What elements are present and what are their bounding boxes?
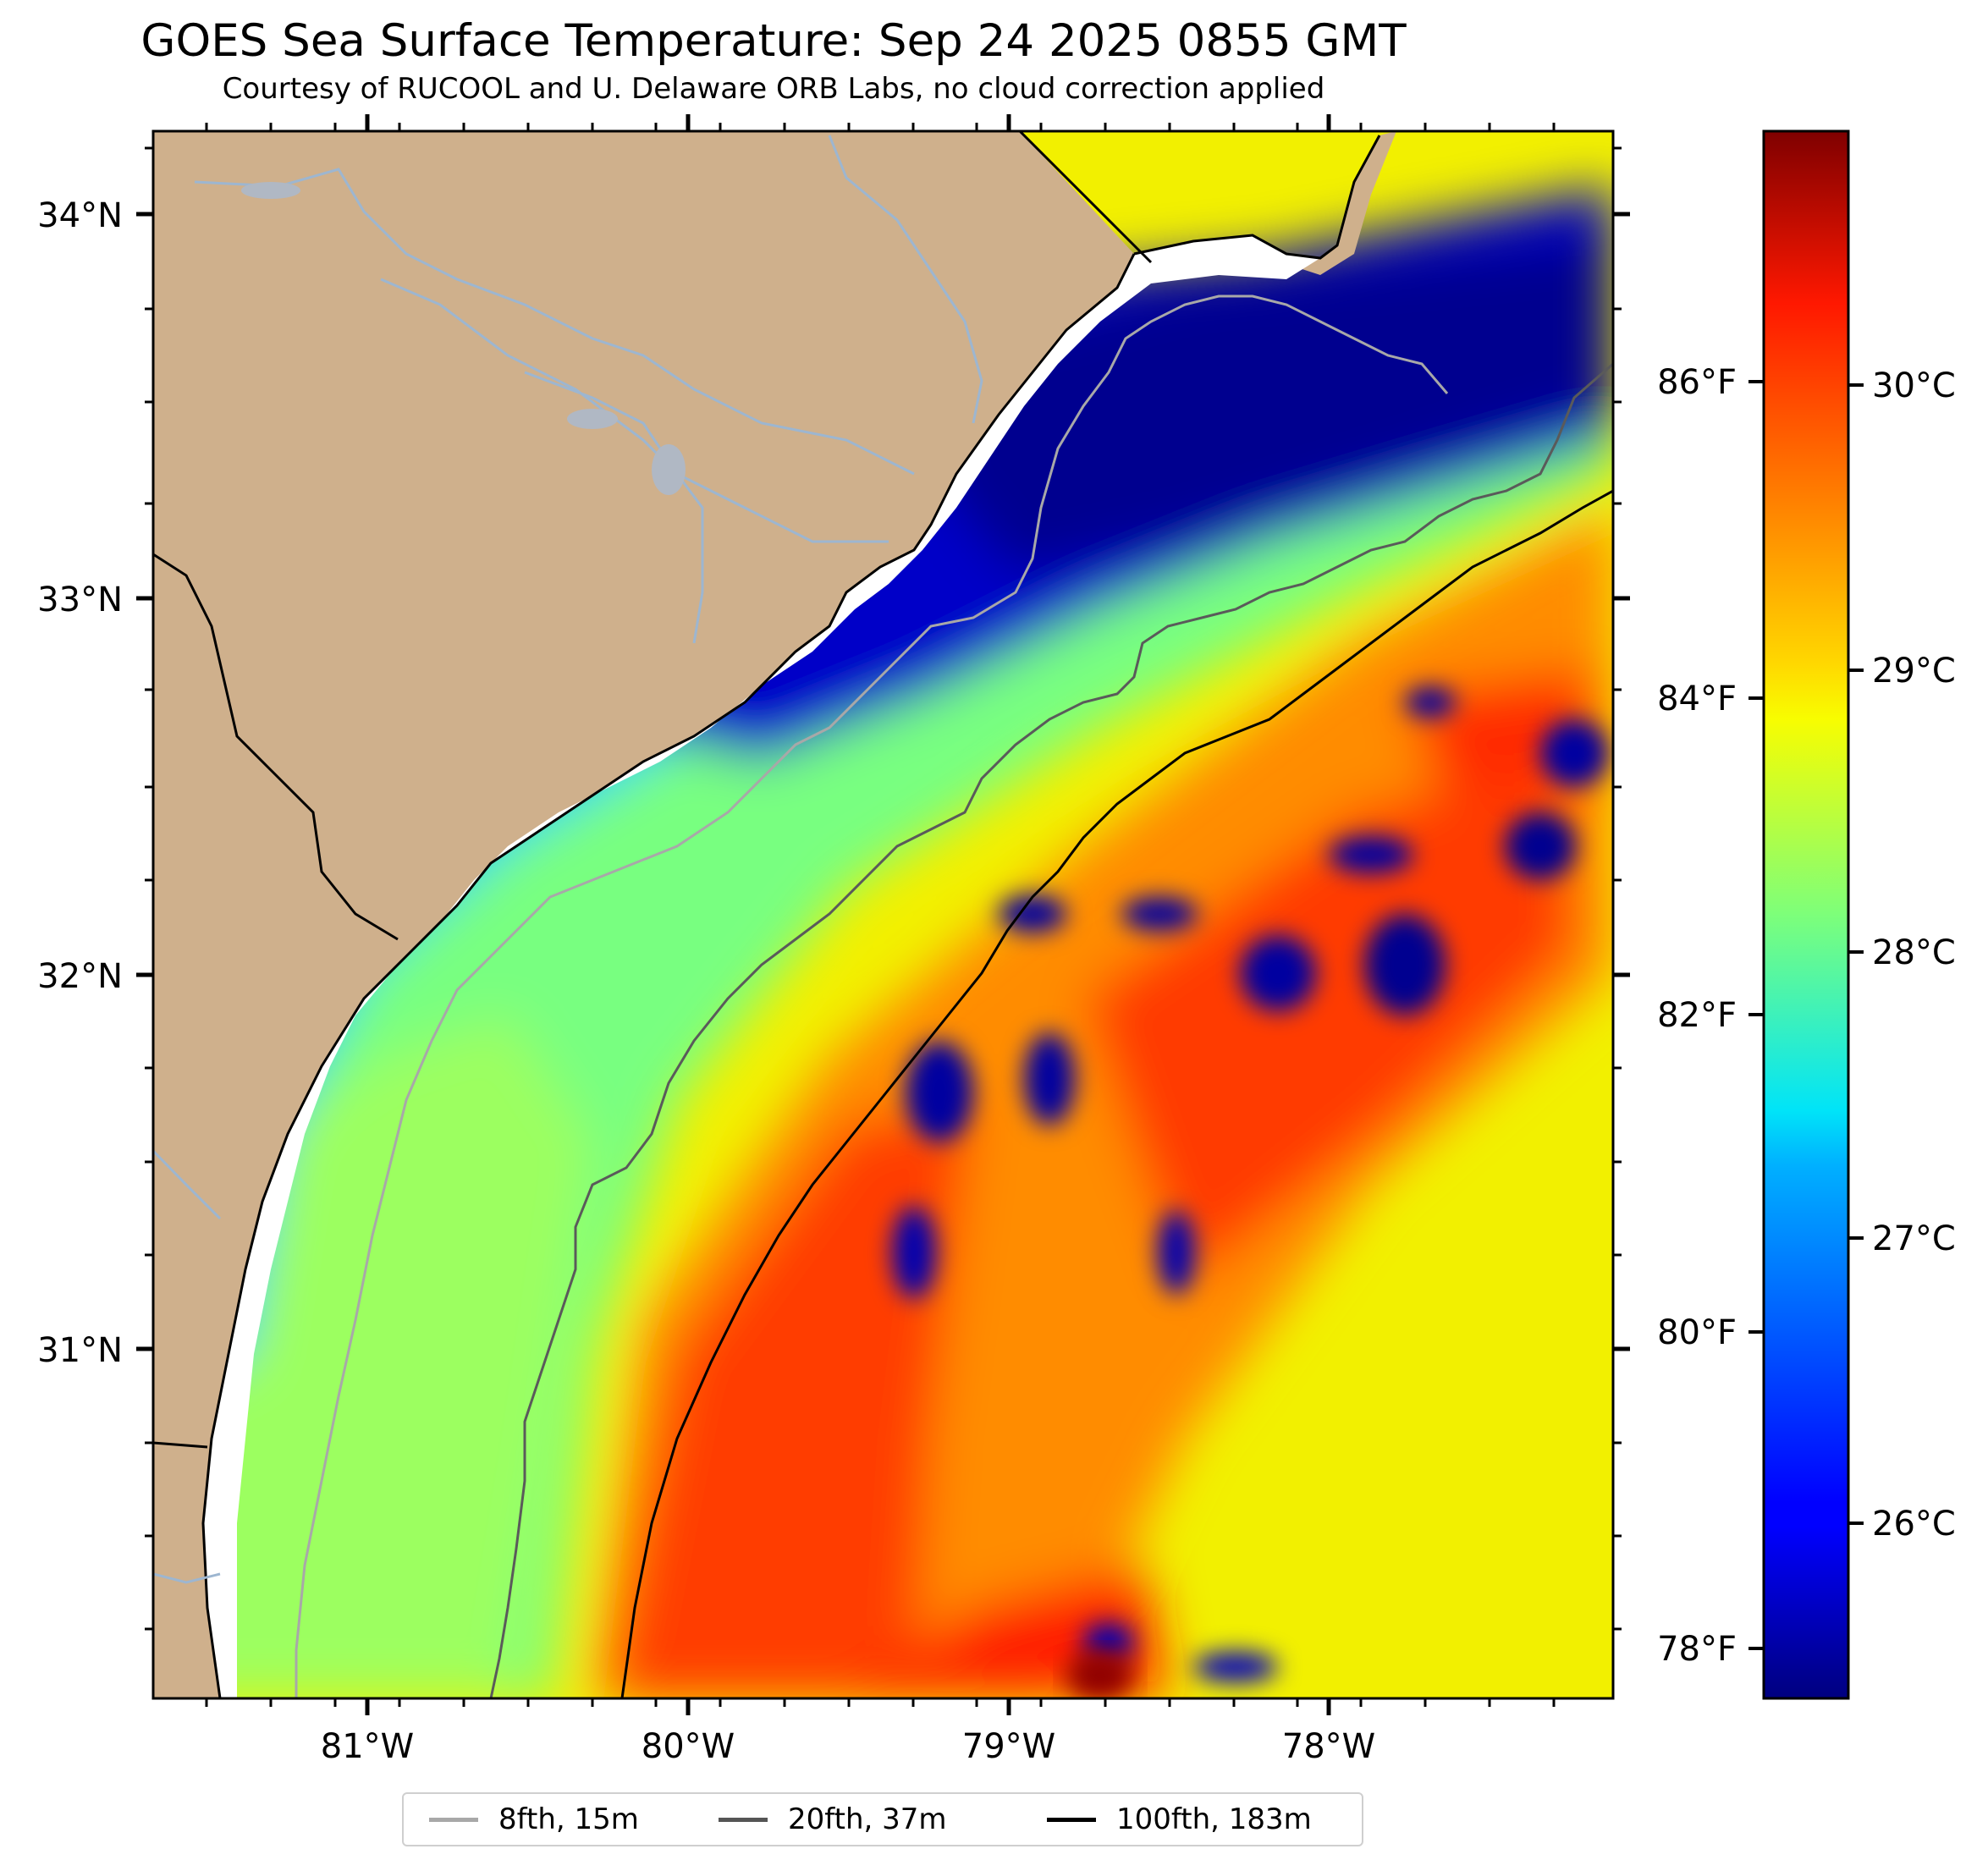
colorbar-gradient [1762, 129, 1850, 1700]
isobath-20fth [489, 362, 1613, 1698]
legend-item-8fth: 8fth, 15m [429, 1794, 639, 1845]
map-frame [151, 129, 1615, 1700]
colorbar-f-label: 82°F [1657, 996, 1737, 1035]
lat-label-34n: 34°N [37, 196, 123, 235]
isobath-legend: 8fth, 15m 20fth, 37m 100fth, 183m [402, 1792, 1363, 1846]
lat-label-33n: 33°N [37, 581, 123, 619]
map-area[interactable] [153, 131, 1613, 1701]
lat-label-32n: 32°N [37, 957, 123, 996]
colorbar-c-label: 30°C [1872, 366, 1956, 405]
colorbar-f-label: 78°F [1657, 1630, 1737, 1669]
legend-label-20fth: 20fth, 37m [788, 1802, 947, 1836]
colorbar-f-ticks [1748, 380, 1764, 1650]
colorbar-c-label: 29°C [1872, 652, 1956, 691]
lon-label-80w: 80°W [642, 1727, 735, 1766]
warm-core-spot [1066, 1650, 1134, 1698]
lon-label-79w: 79°W [962, 1727, 1055, 1766]
lat-label-31n: 31°N [37, 1331, 123, 1370]
land-mass [153, 131, 1396, 1698]
rivers [153, 135, 983, 1584]
isobath-100fth [620, 489, 1613, 1698]
legend-label-100fth: 100fth, 183m [1116, 1802, 1312, 1836]
colorbar-f-label: 84°F [1657, 680, 1737, 718]
legend-item-100fth: 100fth, 183m [1047, 1794, 1312, 1845]
legend-item-20fth: 20fth, 37m [719, 1794, 947, 1845]
minor-ticks [145, 123, 1622, 1707]
colorbar-c-label: 26°C [1872, 1505, 1956, 1544]
lake [567, 409, 618, 429]
isobath-8fth [295, 294, 1449, 1698]
legend-line-100fth [1047, 1817, 1096, 1822]
legend-line-20fth [719, 1817, 768, 1822]
colorbar-f-label: 80°F [1657, 1313, 1737, 1352]
legend-label-8fth: 8fth, 15m [498, 1802, 639, 1836]
lat-major-ticks [136, 212, 1630, 1351]
coastline [153, 131, 1381, 1698]
colorbar-c-ticks [1848, 383, 1864, 1525]
colorbar-c-label: 27°C [1872, 1219, 1956, 1258]
lon-major-ticks [365, 114, 1331, 1715]
colorbar-f-label: 86°F [1657, 363, 1737, 402]
cold-filaments [892, 687, 1608, 1682]
lake [652, 444, 686, 495]
colorbar: 86°F 84°F 82°F 80°F 78°F 30°C 29°C 28°C … [1657, 129, 1956, 1700]
lon-label-78w: 78°W [1282, 1727, 1375, 1766]
lake [241, 182, 300, 199]
legend-line-8fth [429, 1817, 478, 1822]
lon-label-81w: 81°W [321, 1727, 414, 1766]
colorbar-c-label: 28°C [1872, 933, 1956, 972]
map-subtitle: Courtesy of RUCOOL and U. Delaware ORB L… [222, 72, 1325, 106]
map-title: GOES Sea Surface Temperature: Sep 24 202… [140, 15, 1407, 67]
